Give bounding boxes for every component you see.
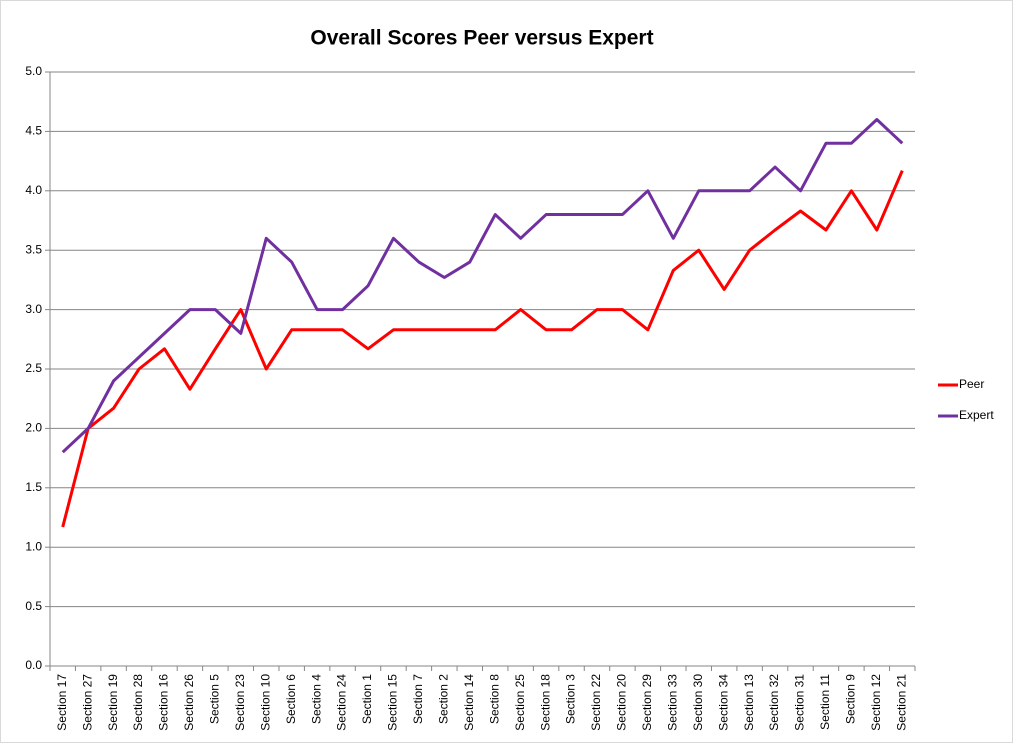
x-tick-label: Section 19 xyxy=(106,674,120,731)
legend-label: Expert xyxy=(959,408,994,422)
x-tick-label: Section 13 xyxy=(742,674,756,731)
x-tick-label: Section 10 xyxy=(258,674,272,731)
x-tick-label: Section 30 xyxy=(691,674,705,731)
y-tick-label: 1.0 xyxy=(25,539,42,553)
x-tick-label: Section 33 xyxy=(665,674,679,731)
x-tick-label: Section 15 xyxy=(386,674,400,731)
y-tick-label: 0.0 xyxy=(25,658,42,672)
x-tick-label: Section 20 xyxy=(615,674,629,731)
x-tick-label: Section 24 xyxy=(335,674,349,731)
x-tick-label: Section 22 xyxy=(589,674,603,731)
x-tick-label: Section 5 xyxy=(208,674,222,724)
x-tick-label: Section 31 xyxy=(793,674,807,731)
x-tick-label: Section 25 xyxy=(513,674,527,731)
x-tick-label: Section 21 xyxy=(894,674,908,731)
x-tick-label: Section 11 xyxy=(818,674,832,730)
x-tick-label: Section 8 xyxy=(487,674,501,724)
x-tick-label: Section 3 xyxy=(564,674,578,724)
x-tick-label: Section 17 xyxy=(55,674,69,731)
x-tick-label: Section 32 xyxy=(767,674,781,731)
x-tick-label: Section 28 xyxy=(131,674,145,731)
y-tick-label: 2.5 xyxy=(25,361,42,375)
y-tick-label: 3.5 xyxy=(25,242,42,256)
x-tick-label: Section 18 xyxy=(538,674,552,731)
x-tick-label: Section 6 xyxy=(284,674,298,724)
data-line xyxy=(61,170,904,528)
x-tick-label: Section 23 xyxy=(233,674,247,731)
x-tick-label: Section 34 xyxy=(716,674,730,731)
x-tick-label: Section 29 xyxy=(640,674,654,731)
y-tick-label: 4.5 xyxy=(25,124,42,138)
x-tick-label: Section 9 xyxy=(844,674,858,724)
x-tick-label: Section 4 xyxy=(309,674,323,724)
x-tick-label: Section 1 xyxy=(360,674,374,724)
y-tick-label: 2.0 xyxy=(25,421,42,435)
y-tick-label: 0.5 xyxy=(25,599,42,613)
x-tick-label: Section 2 xyxy=(437,674,451,724)
y-tick-label: 5.0 xyxy=(25,64,42,78)
y-tick-label: 1.5 xyxy=(25,480,42,494)
x-tick-label: Section 27 xyxy=(80,674,94,731)
legend-label: Peer xyxy=(959,377,984,391)
x-tick-label: Section 16 xyxy=(157,674,171,731)
x-tick-label: Section 14 xyxy=(462,674,476,731)
x-tick-label: Section 12 xyxy=(869,674,883,731)
x-tick-label: Section 26 xyxy=(182,674,196,731)
chart-title: Overall Scores Peer versus Expert xyxy=(310,27,653,50)
x-tick-label: Section 7 xyxy=(411,674,425,724)
data-line xyxy=(61,118,904,454)
y-tick-label: 4.0 xyxy=(25,183,42,197)
y-tick-label: 3.0 xyxy=(25,302,42,316)
